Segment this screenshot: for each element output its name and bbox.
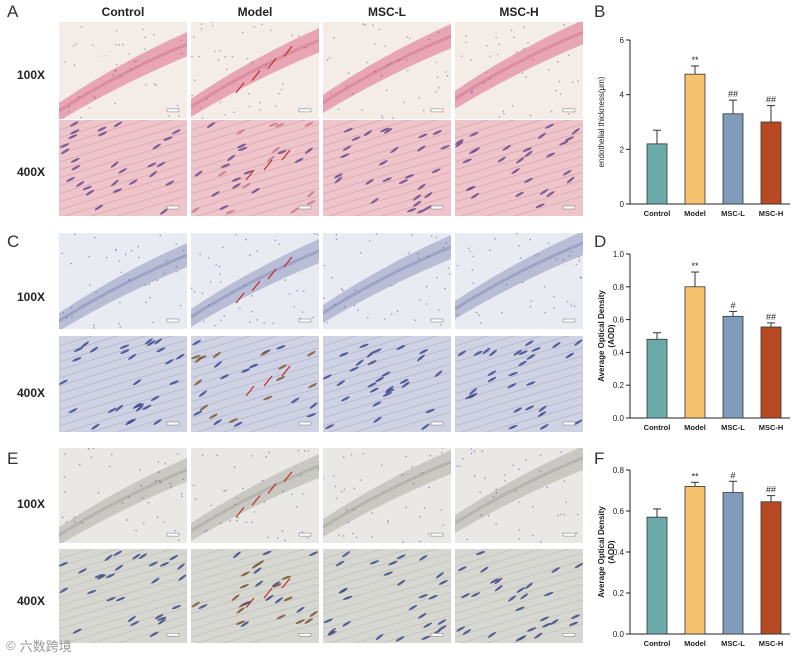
micrograph-c-100x-control [59, 233, 187, 329]
x-tick-label-d-model: Model [684, 423, 706, 432]
y-tick-label-f-2: 0.4 [613, 548, 625, 557]
x-tick-label-b-control: Control [644, 209, 671, 218]
bar-chart-f: 0.0 0.2 0.4 0.6 0.8 Average Optical Density(A… [597, 466, 790, 648]
y-tick-label-b-2: 4 [620, 91, 625, 100]
x-tick-label-d-msc-l: MSC-L [721, 423, 745, 432]
significance-d-model: ** [691, 261, 699, 271]
x-tick-label-b-msc-h: MSC-H [759, 209, 784, 218]
y-tick-label-f-1: 0.2 [613, 589, 625, 598]
bar-d-model [684, 286, 706, 419]
panel-label-e: E [7, 449, 19, 468]
micrograph-c-400x-model [191, 336, 319, 432]
micrograph-c-100x-msc-l [323, 233, 451, 329]
micrograph-a-100x-msc-l [323, 22, 451, 119]
column-header-model: Model [237, 5, 273, 19]
x-tick-label-f-model: Model [684, 639, 706, 648]
x-tick-label-d-control: Control [644, 423, 671, 432]
significance-d-msc-h: ## [766, 312, 776, 322]
column-header-msc-h: MSC-H [499, 5, 539, 19]
mag-label-a-100x: 100X [17, 68, 46, 82]
micrograph-c-400x-msc-h [455, 336, 583, 432]
micrograph-c-400x-msc-l [323, 336, 451, 432]
bar-f-model [684, 485, 706, 635]
bar-b-msc-h [760, 121, 782, 205]
mag-label-c-100x: 100X [17, 290, 46, 304]
x-tick-label-f-control: Control [644, 639, 671, 648]
y-tick-label-d-5: 1.0 [613, 250, 625, 259]
x-tick-label-f-msc-h: MSC-H [759, 639, 784, 648]
bar-f-msc-l [722, 492, 744, 635]
significance-b-msc-h: ## [766, 95, 776, 105]
y-tick-label-d-0: 0.0 [613, 414, 625, 423]
watermark: © 六数跨境 [6, 636, 72, 655]
bar-d-msc-l [722, 315, 744, 419]
x-tick-label-b-msc-l: MSC-L [721, 209, 745, 218]
significance-b-msc-l: ## [728, 89, 738, 99]
significance-f-msc-h: ## [766, 485, 776, 495]
micrograph-a-100x-msc-h [455, 22, 583, 119]
panel-label-a: A [7, 2, 19, 21]
significance-b-model: ** [691, 55, 699, 65]
mag-label-c-400x: 400X [17, 386, 46, 400]
x-tick-label-f-msc-l: MSC-L [721, 639, 745, 648]
micrograph-a-400x-model [191, 120, 319, 216]
bar-d-msc-h [760, 326, 782, 419]
micrograph-c-400x-control [59, 336, 187, 432]
bar-f-control [646, 516, 668, 635]
y-tick-label-f-4: 0.8 [613, 466, 625, 475]
mag-label-e-400x: 400X [17, 594, 46, 608]
micrograph-e-400x-msc-l [323, 549, 451, 643]
significance-f-msc-l: # [730, 470, 735, 480]
y-tick-label-b-0: 0 [620, 200, 625, 209]
y-axis-label-b: endothelial thickness(μm) [597, 76, 606, 167]
micrograph-e-100x-control [59, 448, 187, 543]
micrograph-a-100x-model [191, 22, 319, 119]
micrograph-c-100x-model [191, 233, 319, 329]
micrograph-e-100x-msc-h [455, 448, 583, 543]
y-tick-label-f-3: 0.6 [613, 507, 625, 516]
mag-label-e-100x: 100X [17, 497, 46, 511]
micrograph-e-100x-model [191, 448, 319, 543]
y-tick-label-b-1: 2 [620, 145, 625, 154]
panel-label-c: C [7, 232, 20, 251]
y-tick-label-f-0: 0.0 [613, 630, 625, 639]
x-tick-label-d-msc-h: MSC-H [759, 423, 784, 432]
panel-label-f: F [594, 449, 605, 468]
y-tick-label-d-3: 0.6 [613, 316, 625, 325]
micrograph-e-100x-msc-l [323, 448, 451, 543]
bar-b-model [684, 73, 706, 205]
x-tick-label-b-model: Model [684, 209, 706, 218]
bar-b-msc-l [722, 113, 744, 205]
bar-f-msc-h [760, 501, 782, 635]
y-tick-label-d-1: 0.2 [613, 381, 625, 390]
column-header-msc-l: MSC-L [368, 5, 406, 19]
y-tick-label-d-4: 0.8 [613, 283, 625, 292]
panel-label-b: B [594, 2, 606, 21]
micrograph-e-400x-msc-h [455, 549, 583, 643]
bar-chart-d: 0.0 0.2 0.4 0.6 0.8 1.0 Average Optical Densit… [597, 250, 790, 432]
watermark-text: 六数跨境 [19, 639, 72, 654]
bar-d-control [646, 338, 668, 419]
micrograph-e-400x-model [191, 549, 319, 643]
significance-d-msc-l: # [730, 300, 735, 310]
y-axis-label-f: Average Optical Density(AOD) [597, 506, 616, 598]
y-axis-label-d: Average Optical Density(AOD) [597, 290, 616, 382]
micrograph-a-100x-control [59, 22, 187, 119]
micrograph-c-100x-msc-h [455, 233, 583, 329]
significance-f-model: ** [691, 471, 699, 481]
bar-chart-b: 0 2 4 6 endothelial thickness(μm) Control ** Mo… [597, 36, 790, 218]
micrograph-a-400x-msc-h [455, 120, 583, 216]
watermark-icon: © [6, 638, 16, 653]
y-tick-label-d-2: 0.4 [613, 348, 625, 357]
bar-b-control [646, 143, 668, 205]
micrograph-e-400x-control [59, 549, 187, 643]
column-header-control: Control [101, 5, 145, 19]
y-tick-label-b-3: 6 [620, 36, 625, 45]
mag-label-a-400x: 400X [17, 165, 46, 179]
panel-label-d: D [594, 232, 607, 251]
micrograph-a-400x-msc-l [323, 120, 451, 216]
micrograph-a-400x-control [59, 120, 187, 216]
